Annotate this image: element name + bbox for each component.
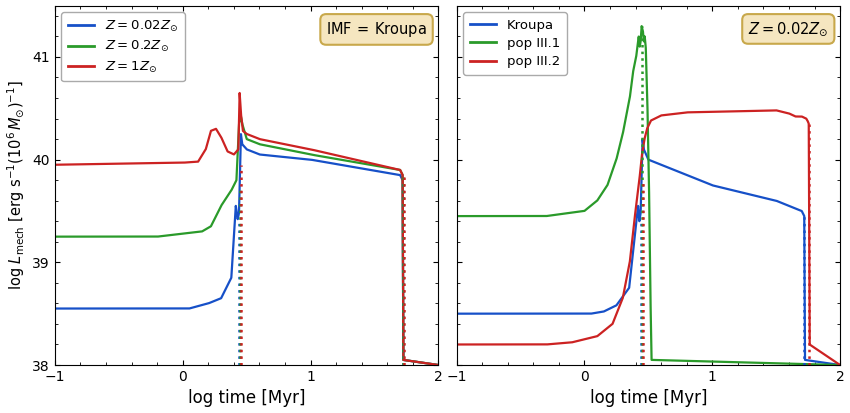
Text: $Z = 0.02Z_{\odot}$: $Z = 0.02Z_{\odot}$ xyxy=(748,20,829,38)
Legend: $Z = 0.02Z_{\odot}$, $Z = 0.2Z_{\odot}$, $Z = 1Z_{\odot}$: $Z = 0.02Z_{\odot}$, $Z = 0.2Z_{\odot}$,… xyxy=(61,12,184,81)
Legend: Kroupa, pop III.1, pop III.2: Kroupa, pop III.1, pop III.2 xyxy=(463,12,566,75)
Text: IMF$\,=\,$Kroupa: IMF$\,=\,$Kroupa xyxy=(326,20,427,39)
X-axis label: log time [Myr]: log time [Myr] xyxy=(590,389,707,408)
Y-axis label: log $L_{\mathrm{mech}}$ [erg s$^{-1}$(10$^6\,M_{\odot})^{-1}$]: log $L_{\mathrm{mech}}$ [erg s$^{-1}$(10… xyxy=(6,81,27,290)
X-axis label: log time [Myr]: log time [Myr] xyxy=(188,389,305,408)
